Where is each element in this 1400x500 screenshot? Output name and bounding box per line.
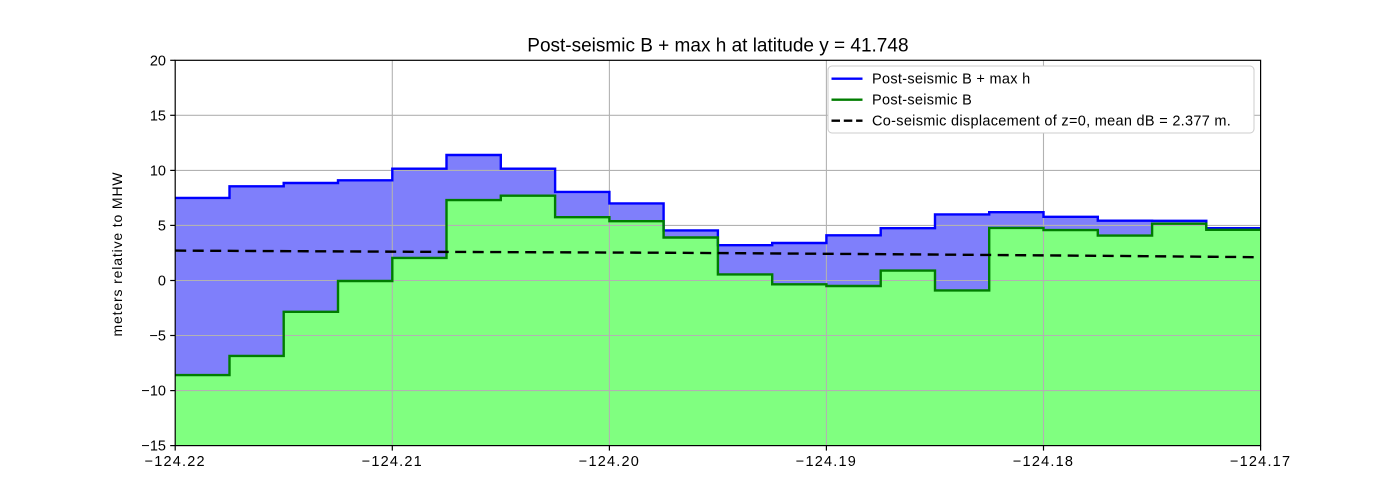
svg-text:−15: −15: [141, 439, 166, 455]
svg-text:10: 10: [150, 163, 166, 179]
svg-text:−124.18: −124.18: [1013, 454, 1074, 470]
svg-text:15: 15: [150, 108, 166, 124]
svg-text:Post-seismic B + max h: Post-seismic B + max h: [872, 72, 1031, 88]
svg-text:meters relative to MHW: meters relative to MHW: [109, 172, 125, 337]
svg-text:5: 5: [158, 218, 166, 234]
svg-text:−124.20: −124.20: [579, 454, 640, 470]
svg-text:−124.19: −124.19: [796, 454, 857, 470]
svg-text:−124.22: −124.22: [145, 454, 206, 470]
svg-text:Co-seismic displacement of z=0: Co-seismic displacement of z=0, mean dB …: [872, 114, 1231, 130]
svg-text:0: 0: [158, 274, 166, 290]
svg-text:Post-seismic B + max h at lati: Post-seismic B + max h at latitude y = 4…: [527, 36, 908, 57]
svg-text:−10: −10: [141, 384, 166, 400]
svg-text:20: 20: [150, 53, 166, 69]
svg-text:−5: −5: [149, 329, 166, 345]
svg-text:−124.21: −124.21: [362, 454, 423, 470]
svg-text:Post-seismic B: Post-seismic B: [872, 93, 972, 109]
svg-text:−124.17: −124.17: [1230, 454, 1291, 470]
